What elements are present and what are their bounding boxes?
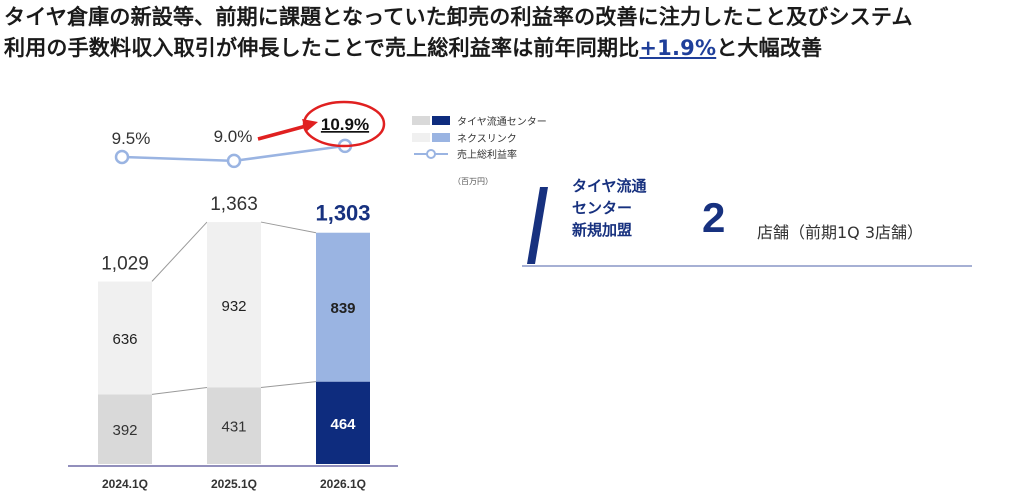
legend-swatch-tire-center-light bbox=[412, 116, 430, 125]
x-tick-label: 2024.1Q bbox=[102, 477, 148, 491]
legend-label-tire-center: タイヤ流通センター bbox=[457, 115, 547, 128]
legend-marker-margin bbox=[426, 149, 436, 159]
bar-label-tire-center: 392 bbox=[112, 422, 137, 439]
unit-label: （百万円） bbox=[453, 177, 493, 186]
total-label: 1,363 bbox=[210, 194, 258, 215]
margin-label-highlight: 10.9% bbox=[321, 115, 369, 134]
headline: タイヤ倉庫の新設等、前期に課題となっていた卸売の利益率の改善に注力したこと及びシ… bbox=[4, 2, 1020, 64]
margin-line: 9.5% 9.0% 10.9% bbox=[112, 100, 386, 169]
bar-label-tire-center: 464 bbox=[330, 416, 356, 433]
margin-label: 9.0% bbox=[214, 127, 253, 146]
bar-label-nexlink: 839 bbox=[330, 300, 355, 317]
headline-line-2-text: 利用の手数料収入取引が伸長したことで売上総利益率は前年同期比 bbox=[4, 36, 640, 60]
bar-value-labels: 392 636 431 932 464 839 bbox=[112, 298, 356, 439]
bars bbox=[98, 222, 370, 464]
margin-point bbox=[114, 149, 130, 165]
connector-total bbox=[260, 221, 317, 234]
headline-change-value: +1.9% bbox=[639, 36, 717, 60]
panel-title-line-1: タイヤ流通 bbox=[572, 177, 647, 195]
bar-nexlink bbox=[316, 232, 370, 382]
bar-label-nexlink: 932 bbox=[221, 298, 246, 315]
panel-slash-mark bbox=[527, 187, 548, 264]
panel-title: タイヤ流通 センター 新規加盟 bbox=[572, 175, 682, 241]
connector-segment bbox=[260, 381, 317, 388]
bar-tire-center bbox=[316, 381, 370, 464]
increase-arrow-shaft bbox=[257, 124, 307, 141]
panel-title-line-3: 新規加盟 bbox=[572, 221, 633, 239]
headline-line-1: タイヤ倉庫の新設等、前期に課題となっていた卸売の利益率の改善に注力したこと及びシ… bbox=[4, 5, 913, 29]
bar-label-tire-center: 431 bbox=[221, 419, 246, 436]
bar-connectors bbox=[151, 221, 317, 395]
total-label: 1,303 bbox=[315, 201, 370, 226]
total-label: 1,029 bbox=[101, 253, 149, 274]
bar-tire-center bbox=[207, 387, 261, 464]
panel-unit: 店舗（前期1Q 3店舗） bbox=[757, 223, 924, 242]
increase-arrow-head bbox=[302, 119, 318, 132]
legend-label-nexlink: ネクスリンク bbox=[457, 133, 517, 145]
bar-nexlink bbox=[207, 222, 261, 388]
x-axis: 2024.1Q 2025.1Q 2026.1Q bbox=[68, 465, 398, 491]
legend-swatch-tire-center-dark bbox=[432, 116, 450, 125]
bar-tire-center bbox=[98, 394, 152, 464]
x-tick-label: 2025.1Q bbox=[211, 477, 257, 491]
headline-line-2-suffix: と大幅改善 bbox=[716, 36, 823, 60]
margin-label: 9.5% bbox=[112, 129, 151, 148]
margin-point bbox=[226, 153, 242, 169]
legend-label-margin: 売上総利益率 bbox=[457, 148, 517, 161]
panel-value: 2 bbox=[702, 194, 726, 241]
legend-swatch-nexlink-dark bbox=[432, 133, 450, 142]
connector-total bbox=[151, 221, 208, 282]
legend-swatch-nexlink-light bbox=[412, 133, 430, 142]
bar-label-nexlink: 636 bbox=[112, 331, 137, 348]
bar-nexlink bbox=[98, 281, 152, 395]
total-labels: 1,029 1,363 1,303 bbox=[101, 194, 370, 274]
panel-title-line-2: センター bbox=[572, 199, 633, 217]
x-tick-label: 2026.1Q bbox=[320, 477, 366, 491]
connector-segment bbox=[151, 387, 208, 395]
panel-decoration bbox=[522, 187, 972, 267]
headline-line-2: 利用の手数料収入取引が伸長したことで売上総利益率は前年同期比+1.9%と大幅改善 bbox=[4, 33, 1020, 64]
